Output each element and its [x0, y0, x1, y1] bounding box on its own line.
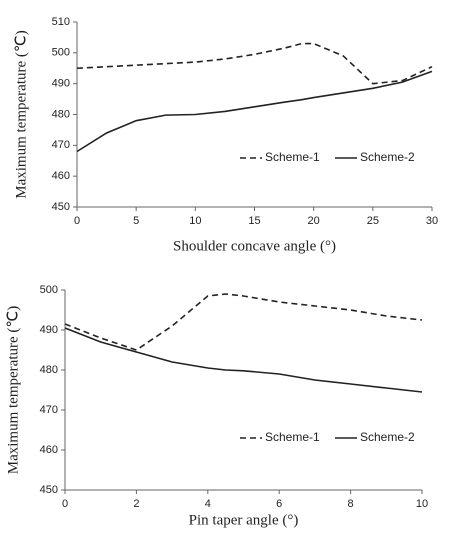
x-tick-label: 30 — [426, 215, 438, 227]
y-axis-title: Maximum temperature (℃) — [13, 30, 29, 198]
x-tick-label: 6 — [276, 498, 282, 510]
series-line — [64, 327, 423, 393]
y-tick-label: 510 — [52, 16, 70, 28]
y-tick-label: 450 — [52, 201, 70, 213]
x-tick-label: 2 — [133, 498, 139, 510]
x-tick-label: 15 — [248, 215, 260, 227]
series-line — [64, 293, 423, 351]
y-tick-label: 470 — [40, 404, 58, 416]
y-tick-label: 500 — [52, 47, 70, 59]
series-line — [76, 70, 433, 153]
x-tick-label: 8 — [348, 498, 354, 510]
x-tick-label: 0 — [62, 498, 68, 510]
y-tick-label: 460 — [52, 170, 70, 182]
x-tick-label: 5 — [133, 215, 139, 227]
x-tick-label: 0 — [74, 215, 80, 227]
y-tick-label: 480 — [52, 108, 70, 120]
legend-label: Scheme-1 — [265, 150, 320, 164]
x-tick-label: 20 — [308, 215, 320, 227]
x-tick-label: 4 — [205, 498, 211, 510]
y-tick-label: 470 — [52, 139, 70, 151]
y-tick-label: 490 — [52, 78, 70, 90]
x-tick-label: 10 — [189, 215, 201, 227]
y-tick-label: 490 — [40, 324, 58, 336]
y-tick-label: 480 — [40, 364, 58, 376]
y-tick-label: 500 — [40, 284, 58, 296]
x-tick-label: 25 — [367, 215, 379, 227]
legend-label: Scheme-2 — [360, 150, 415, 164]
legend-label: Scheme-1 — [265, 430, 320, 444]
x-axis-title: Shoulder concave angle (°) — [173, 238, 336, 254]
y-tick-label: 450 — [40, 484, 58, 496]
y-axis-title: Maximum temperature (℃) — [5, 306, 21, 474]
y-tick-label: 460 — [40, 444, 58, 456]
x-axis-title: Pin taper angle (°) — [189, 512, 299, 528]
x-tick-label: 10 — [416, 498, 428, 510]
legend-label: Scheme-2 — [360, 430, 415, 444]
series-line — [76, 42, 433, 85]
